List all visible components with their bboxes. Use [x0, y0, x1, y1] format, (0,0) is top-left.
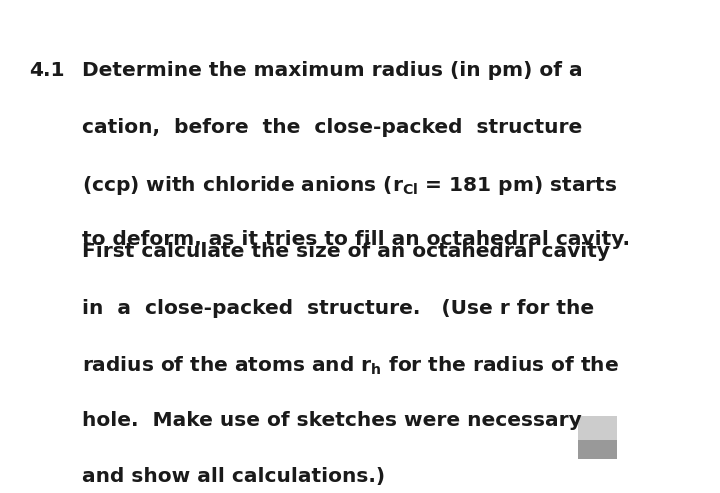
Bar — [578, 440, 617, 459]
Text: in  a  close-packed  structure.   (Use r for the: in a close-packed structure. (Use r for … — [81, 299, 594, 317]
Text: hole.  Make use of sketches were necessary: hole. Make use of sketches were necessar… — [81, 411, 581, 430]
Text: 4.1: 4.1 — [29, 61, 65, 80]
Text: cation,  before  the  close-packed  structure: cation, before the close-packed structur… — [81, 117, 582, 137]
Text: to deform, as it tries to fill an octahedral cavity.: to deform, as it tries to fill an octahe… — [81, 230, 629, 249]
Text: radius of the atoms and r$_{\mathregular{h}}$ for the radius of the: radius of the atoms and r$_{\mathregular… — [81, 355, 618, 377]
Text: (ccp) with chloride anions (r$_{\mathregular{Cl}}$ = 181 pm) starts: (ccp) with chloride anions (r$_{\mathreg… — [81, 174, 617, 197]
Text: and show all calculations.): and show all calculations.) — [81, 467, 384, 486]
Bar — [578, 416, 617, 440]
Text: First calculate the size of an octahedral cavity: First calculate the size of an octahedra… — [81, 243, 610, 261]
Text: Determine the maximum radius (in pm) of a: Determine the maximum radius (in pm) of … — [81, 61, 582, 80]
